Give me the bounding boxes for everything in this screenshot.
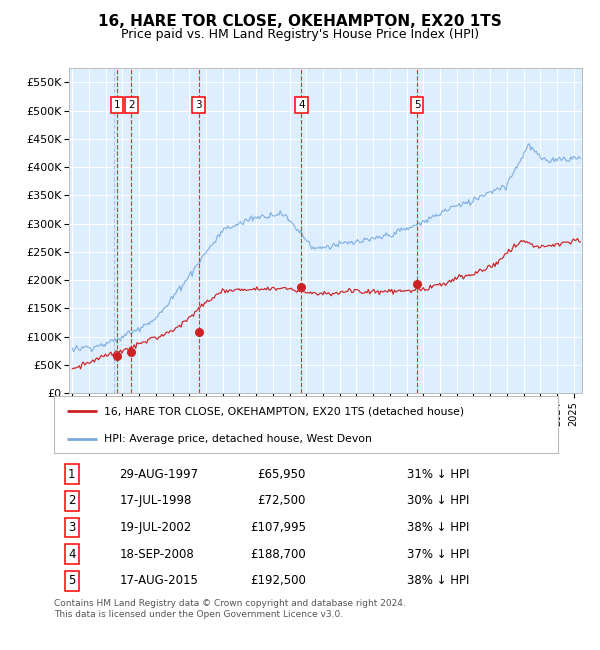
Text: 4: 4 xyxy=(68,548,76,561)
Text: 37% ↓ HPI: 37% ↓ HPI xyxy=(407,548,469,561)
Text: HPI: Average price, detached house, West Devon: HPI: Average price, detached house, West… xyxy=(104,434,372,444)
Text: 1: 1 xyxy=(113,100,120,110)
Text: 17-JUL-1998: 17-JUL-1998 xyxy=(119,495,192,508)
Text: 31% ↓ HPI: 31% ↓ HPI xyxy=(407,468,469,481)
Text: £72,500: £72,500 xyxy=(257,495,306,508)
Text: 38% ↓ HPI: 38% ↓ HPI xyxy=(407,575,469,588)
Text: 5: 5 xyxy=(68,575,76,588)
Text: 3: 3 xyxy=(68,521,76,534)
Text: 16, HARE TOR CLOSE, OKEHAMPTON, EX20 1TS (detached house): 16, HARE TOR CLOSE, OKEHAMPTON, EX20 1TS… xyxy=(104,406,464,416)
Text: £107,995: £107,995 xyxy=(250,521,306,534)
Text: 1: 1 xyxy=(68,468,76,481)
Text: £188,700: £188,700 xyxy=(250,548,306,561)
Text: 29-AUG-1997: 29-AUG-1997 xyxy=(119,468,199,481)
Text: 2: 2 xyxy=(68,495,76,508)
Text: £65,950: £65,950 xyxy=(257,468,306,481)
Text: 2: 2 xyxy=(128,100,135,110)
Text: 38% ↓ HPI: 38% ↓ HPI xyxy=(407,521,469,534)
Text: 30% ↓ HPI: 30% ↓ HPI xyxy=(407,495,469,508)
Text: 19-JUL-2002: 19-JUL-2002 xyxy=(119,521,192,534)
Text: Contains HM Land Registry data © Crown copyright and database right 2024.
This d: Contains HM Land Registry data © Crown c… xyxy=(54,599,406,619)
Text: 4: 4 xyxy=(298,100,305,110)
Text: £192,500: £192,500 xyxy=(250,575,306,588)
Text: 18-SEP-2008: 18-SEP-2008 xyxy=(119,548,194,561)
Text: 5: 5 xyxy=(414,100,421,110)
Text: 3: 3 xyxy=(195,100,202,110)
Text: 17-AUG-2015: 17-AUG-2015 xyxy=(119,575,199,588)
Text: Price paid vs. HM Land Registry's House Price Index (HPI): Price paid vs. HM Land Registry's House … xyxy=(121,28,479,41)
Text: 16, HARE TOR CLOSE, OKEHAMPTON, EX20 1TS: 16, HARE TOR CLOSE, OKEHAMPTON, EX20 1TS xyxy=(98,14,502,29)
